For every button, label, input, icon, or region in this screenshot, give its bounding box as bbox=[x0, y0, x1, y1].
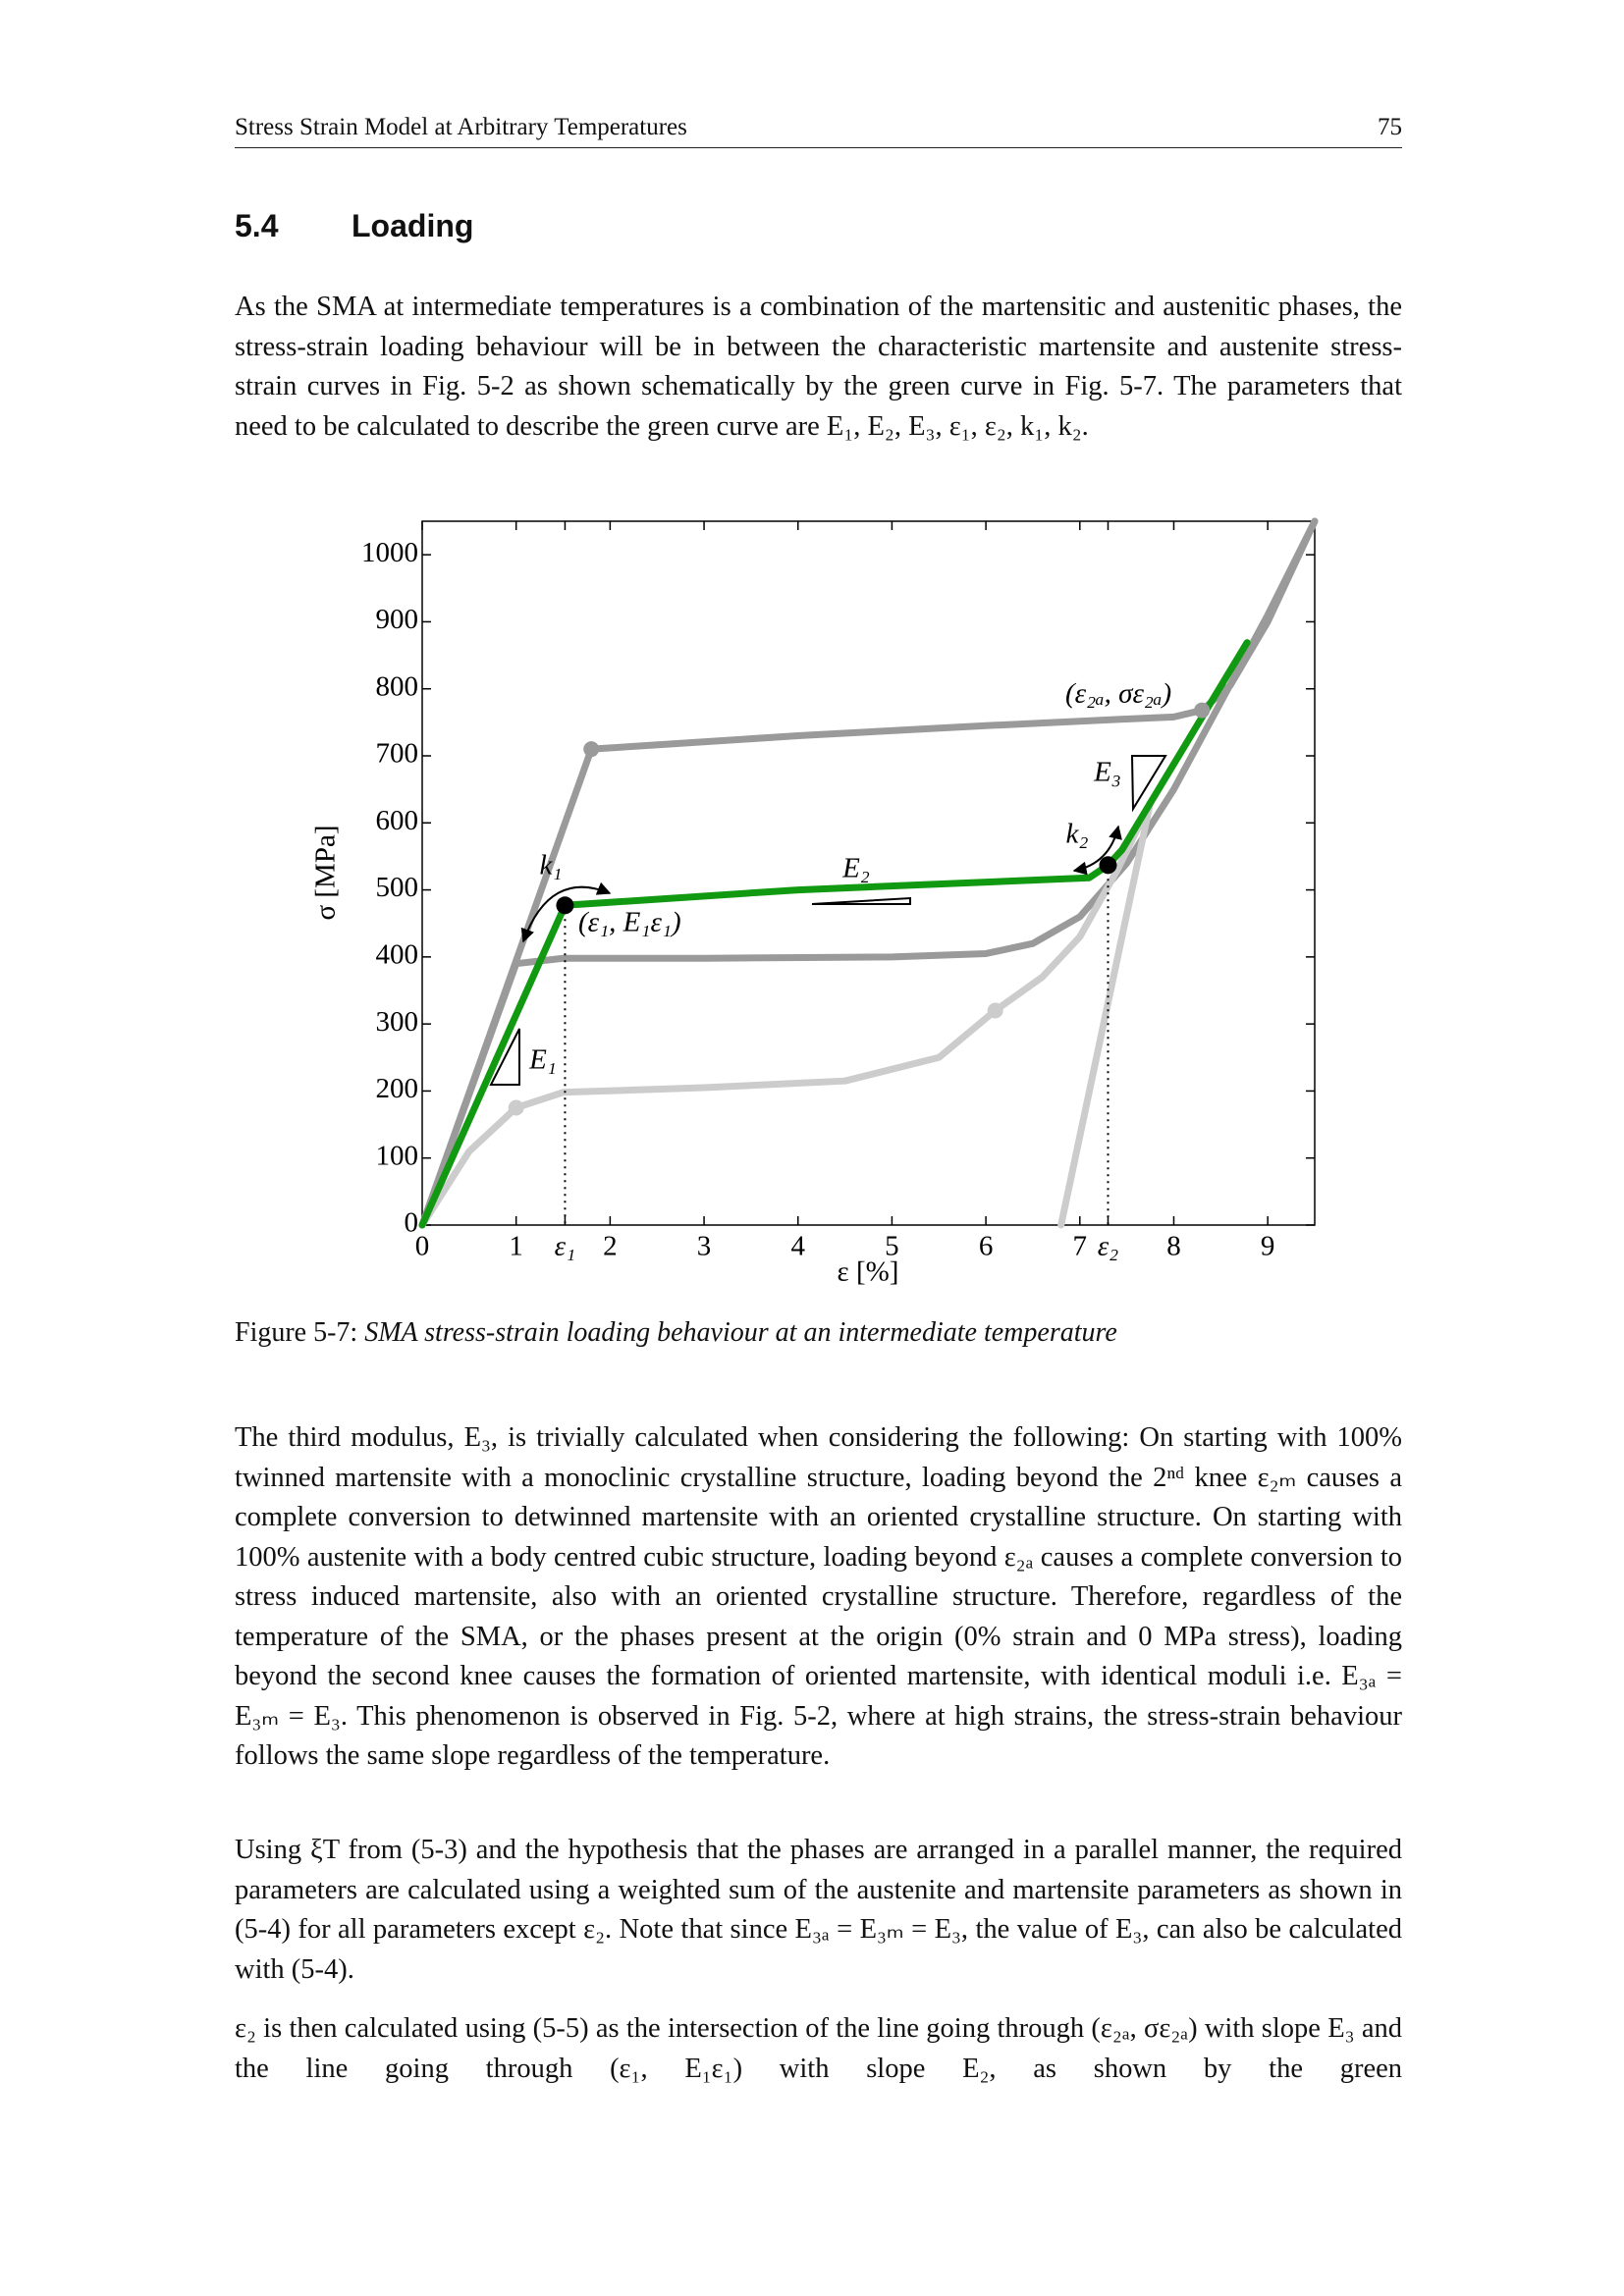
curvature-arrow bbox=[520, 881, 612, 943]
y-tick-label: 500 bbox=[376, 872, 419, 903]
curve bbox=[418, 517, 1319, 1229]
paragraph: Using ξT from (5-3) and the hypothesis t… bbox=[235, 1835, 1402, 1985]
y-tick-label: 200 bbox=[376, 1073, 419, 1104]
x-tick-label: 1 bbox=[509, 1231, 523, 1262]
slope-triangle bbox=[811, 896, 911, 905]
point bbox=[508, 1099, 524, 1116]
annotation: E₃ bbox=[1093, 757, 1121, 788]
x-axis-label: ε [%] bbox=[838, 1256, 899, 1288]
x-tick-label: 3 bbox=[697, 1231, 712, 1262]
slope-triangle bbox=[1130, 755, 1167, 813]
y-tick-label: 800 bbox=[376, 670, 419, 702]
y-tick-label: 300 bbox=[376, 1006, 419, 1038]
running-header: Stress Strain Model at Arbitrary Tempera… bbox=[235, 114, 687, 140]
curve bbox=[418, 799, 1155, 1229]
y-tick-label: 600 bbox=[376, 805, 419, 836]
annotation: (ε₂ₐ, σε₂ₐ) bbox=[1065, 678, 1171, 710]
annotation: k₂ bbox=[1066, 819, 1089, 850]
section-number: 5.4 bbox=[235, 208, 279, 243]
point bbox=[987, 1002, 1003, 1019]
point bbox=[1099, 856, 1117, 875]
x-tick-label: 4 bbox=[790, 1231, 805, 1262]
y-tick-label: 1000 bbox=[361, 537, 418, 568]
point bbox=[1194, 702, 1211, 719]
x-tick-label: 6 bbox=[979, 1231, 994, 1262]
figure-caption: Figure 5-7: SMA stress-strain loading be… bbox=[235, 1317, 1117, 1349]
x-tick-label: 0 bbox=[415, 1231, 430, 1262]
section-title: Loading bbox=[352, 208, 474, 243]
x-tick-label: ε₁ bbox=[555, 1231, 576, 1262]
header-rule bbox=[235, 147, 1402, 148]
y-tick-label: 900 bbox=[376, 604, 419, 635]
x-tick-label: 8 bbox=[1166, 1231, 1181, 1262]
slope-triangle bbox=[489, 1028, 520, 1086]
caption-label: Figure 5-7: bbox=[235, 1317, 358, 1348]
curve bbox=[1057, 799, 1155, 1229]
annotation: (ε₁, E₁ε₁) bbox=[578, 907, 681, 938]
y-tick-label: 400 bbox=[376, 939, 419, 971]
paragraph: ε₂ is then calculated using (5-5) as the… bbox=[235, 2013, 1402, 2084]
y-tick-label: 0 bbox=[405, 1207, 419, 1239]
paragraph: The third modulus, E₃, is trivially calc… bbox=[235, 1422, 1402, 1771]
plot-frame bbox=[421, 520, 1316, 1226]
caption-text: SMA stress-strain loading behaviour at a… bbox=[364, 1317, 1117, 1348]
chart: k₁ E₂ k₂ E₃ E₁ (ε₁, E₁ε₁) (ε₂ₐ, σε₂ₐ) ε … bbox=[310, 517, 1319, 1288]
annotation: k₁ bbox=[540, 850, 563, 881]
page-number: 75 bbox=[1378, 114, 1402, 140]
curvature-arrow bbox=[1072, 825, 1122, 876]
annotation: E₁ bbox=[528, 1044, 557, 1076]
x-tick-label: 2 bbox=[603, 1231, 618, 1262]
x-tick-label: ε₂ bbox=[1098, 1231, 1119, 1262]
point bbox=[556, 896, 574, 915]
x-tick-label: 9 bbox=[1261, 1231, 1275, 1262]
y-axis-label: σ [MPa] bbox=[310, 826, 342, 921]
annotation: E₂ bbox=[841, 853, 870, 884]
x-tick-label: 5 bbox=[885, 1231, 899, 1262]
paragraph: As the SMA at intermediate temperatures … bbox=[235, 292, 1402, 442]
y-tick-label: 100 bbox=[376, 1140, 419, 1171]
x-tick-label: 7 bbox=[1073, 1231, 1088, 1262]
point bbox=[583, 741, 600, 758]
y-tick-label: 700 bbox=[376, 738, 419, 770]
